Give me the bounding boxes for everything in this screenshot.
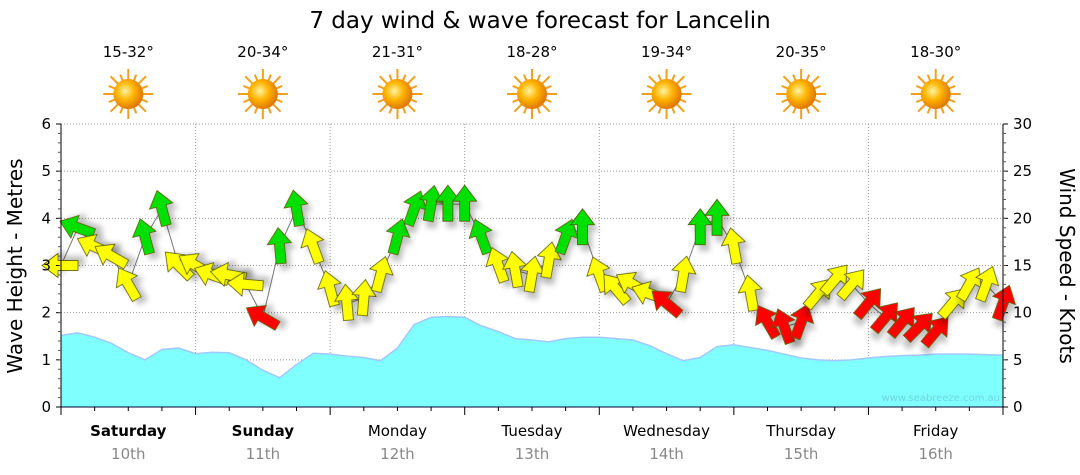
- wind-arrow: [704, 198, 730, 236]
- day-label: Saturday: [90, 422, 167, 440]
- date-label: 13th: [515, 445, 549, 463]
- sun-disc: [920, 79, 951, 109]
- wind-arrow: [418, 184, 445, 223]
- date-label: 15th: [784, 445, 818, 463]
- date-label: 14th: [649, 445, 683, 463]
- date-label: 11th: [246, 445, 280, 463]
- sun-icon: [237, 69, 288, 119]
- day-label: Wednesday: [623, 422, 710, 440]
- y-tick-label-left: 6: [41, 115, 51, 133]
- wind-arrow: [687, 208, 714, 246]
- wind-arrow: [755, 305, 781, 340]
- wind-arrow: [554, 218, 579, 256]
- wind-arrow: [245, 304, 281, 331]
- wind-arrow: [94, 243, 130, 270]
- wind-arrow: [59, 214, 97, 239]
- wind-arrow: [368, 255, 394, 294]
- y-tick-label-left: 5: [41, 162, 51, 180]
- y-tick-label-left: 4: [41, 209, 51, 227]
- sun-disc: [113, 79, 144, 109]
- wind-arrow: [651, 290, 684, 319]
- y-axis-left-label: Wave Height - Metres: [3, 158, 27, 373]
- wind-arrow: [468, 218, 493, 256]
- day-temperature: 20-35°: [776, 43, 827, 61]
- wind-arrow: [569, 208, 596, 246]
- wind-arrow: [671, 255, 697, 294]
- day-label: Monday: [368, 422, 427, 440]
- watermark: www.seabreeze.com.au: [882, 393, 1000, 404]
- y-tick-label-right: 5: [1013, 351, 1023, 369]
- sun-icon: [507, 69, 557, 119]
- day-label: Friday: [913, 422, 959, 440]
- wind-arrow: [115, 267, 142, 303]
- wind-arrow: [737, 274, 763, 312]
- wind-arrow: [317, 270, 342, 308]
- day-temperature: 18-28°: [506, 43, 557, 61]
- sun-disc: [247, 79, 278, 109]
- wind-arrow: [226, 271, 264, 297]
- y-axis-right-label: Wind Speed - Knots: [1055, 168, 1079, 364]
- day-temperature: 20-34°: [237, 43, 288, 61]
- sun-disc: [382, 79, 413, 109]
- day-temperature: 18-30°: [910, 43, 961, 61]
- y-tick-label-right: 15: [1013, 257, 1032, 275]
- wind-arrow: [485, 247, 510, 284]
- day-label: Thursday: [765, 422, 836, 440]
- y-tick-label-right: 30: [1013, 115, 1032, 133]
- y-tick-label-left: 0: [41, 398, 51, 416]
- sun-icon: [776, 69, 827, 119]
- y-tick-label-left: 2: [41, 304, 51, 322]
- date-label: 16th: [918, 445, 952, 463]
- wind-arrow: [790, 303, 815, 341]
- wind-arrow: [771, 308, 796, 346]
- sun-icon: [641, 69, 692, 119]
- day-label: Sunday: [232, 422, 295, 440]
- wind-arrow: [451, 184, 478, 222]
- wind-arrow: [132, 218, 157, 256]
- y-tick-label-right: 0: [1013, 398, 1023, 416]
- wind-arrow: [385, 218, 411, 256]
- sun-icon: [372, 69, 423, 119]
- wind-arrow: [148, 189, 174, 228]
- day-temperature: 19-34°: [641, 43, 692, 61]
- y-tick-label-left: 1: [41, 351, 51, 369]
- wind-arrow: [283, 189, 309, 227]
- y-tick-label-right: 20: [1013, 209, 1032, 227]
- wind-arrow: [300, 228, 325, 265]
- wind-arrow: [975, 265, 1000, 303]
- y-tick-label-right: 10: [1013, 304, 1032, 322]
- sun-disc: [651, 79, 682, 109]
- sun-disc: [786, 79, 817, 109]
- wind-arrow: [920, 316, 949, 349]
- wind-arrow: [266, 227, 293, 265]
- sun-disc: [517, 79, 547, 109]
- wave-height-area: [61, 316, 1003, 407]
- date-label: 10th: [111, 445, 145, 463]
- wind-arrow: [836, 269, 865, 302]
- chart-title: 7 day wind & wave forecast for Lancelin: [309, 8, 770, 34]
- date-label: 12th: [380, 445, 414, 463]
- y-tick-label-right: 25: [1013, 162, 1032, 180]
- wind-arrow: [720, 227, 747, 265]
- sun-icon: [103, 69, 154, 119]
- wave-height-line: [60, 315, 1004, 379]
- day-label: Tuesday: [500, 422, 562, 440]
- day-temperature: 15-32°: [103, 43, 154, 61]
- wind-arrow: [351, 278, 377, 317]
- sun-icon: [910, 69, 961, 119]
- wind-arrow: [435, 184, 461, 222]
- day-temperature: 21-31°: [372, 43, 423, 61]
- y-tick-label-left: 3: [41, 257, 51, 275]
